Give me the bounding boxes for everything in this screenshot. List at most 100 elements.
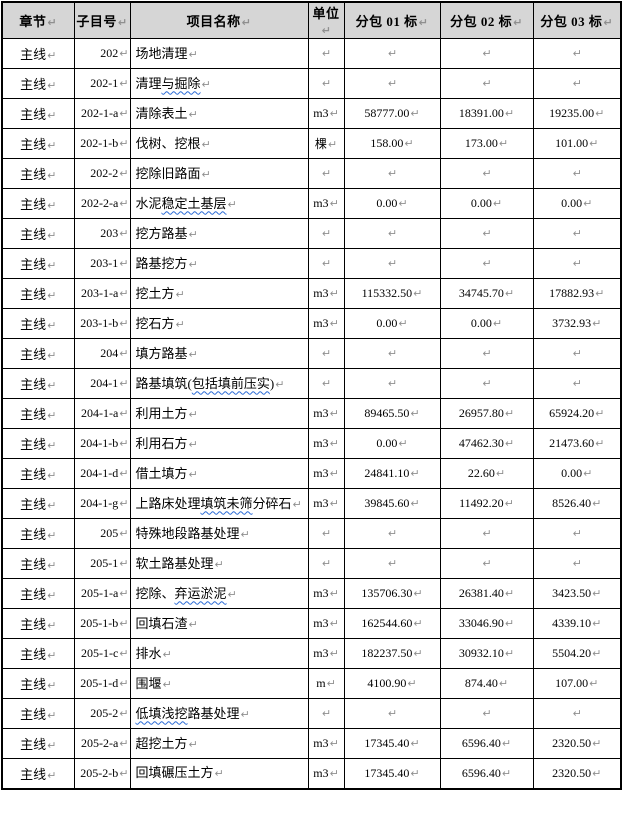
- cell-bid01[interactable]: 39845.60↵: [343, 488, 441, 519]
- cell-name[interactable]: 路基填筑(包括填前压实)↵: [129, 368, 309, 399]
- cell-section[interactable]: 主线↵: [1, 488, 75, 519]
- cell-name[interactable]: 超挖土方↵: [129, 728, 309, 759]
- cell-bid03[interactable]: ↵: [532, 368, 622, 399]
- cell-bid03[interactable]: ↵: [532, 38, 622, 69]
- cell-bid01[interactable]: 24841.10↵: [343, 458, 441, 489]
- cell-bid02[interactable]: 6596.40↵: [439, 728, 534, 759]
- cell-section[interactable]: 主线↵: [1, 338, 75, 369]
- cell-section[interactable]: 主线↵: [1, 728, 75, 759]
- cell-section[interactable]: 主线↵: [1, 68, 75, 99]
- cell-bid01[interactable]: 17345.40↵: [343, 728, 441, 759]
- header-cell-name[interactable]: 项目名称↵: [129, 1, 309, 39]
- header-cell-unit[interactable]: 单位 ↵: [307, 1, 345, 39]
- cell-code[interactable]: 203↵: [73, 218, 131, 249]
- cell-code[interactable]: 203-1↵: [73, 248, 131, 279]
- cell-bid02[interactable]: ↵: [439, 248, 534, 279]
- cell-code[interactable]: 205-1-a↵: [73, 578, 131, 609]
- cell-name[interactable]: 场地清理↵: [129, 38, 309, 69]
- cell-bid01[interactable]: ↵: [343, 548, 441, 579]
- cell-unit[interactable]: ↵: [307, 548, 345, 579]
- cell-bid03[interactable]: 21473.60↵: [532, 428, 622, 459]
- cell-bid01[interactable]: 4100.90↵: [343, 668, 441, 699]
- cell-bid03[interactable]: 0.00↵: [532, 188, 622, 219]
- cell-unit[interactable]: ↵: [307, 248, 345, 279]
- cell-code[interactable]: 202-1-a↵: [73, 98, 131, 129]
- cell-bid01[interactable]: 115332.50↵: [343, 278, 441, 309]
- cell-unit[interactable]: m3↵: [307, 188, 345, 219]
- cell-bid01[interactable]: 135706.30↵: [343, 578, 441, 609]
- cell-bid01[interactable]: 0.00↵: [343, 428, 441, 459]
- cell-name[interactable]: 挖石方↵: [129, 308, 309, 339]
- header-cell-section[interactable]: 章节↵: [1, 1, 75, 39]
- header-cell-bid03[interactable]: 分包 03 标↵: [532, 1, 622, 39]
- cell-bid03[interactable]: 101.00↵: [532, 128, 622, 159]
- cell-section[interactable]: 主线↵: [1, 38, 75, 69]
- cell-bid03[interactable]: 4339.10↵: [532, 608, 622, 639]
- cell-bid02[interactable]: 6596.40↵: [439, 758, 534, 789]
- header-cell-bid02[interactable]: 分包 02 标↵: [439, 1, 534, 39]
- cell-bid03[interactable]: ↵: [532, 218, 622, 249]
- cell-section[interactable]: 主线↵: [1, 248, 75, 279]
- cell-bid01[interactable]: 58777.00↵: [343, 98, 441, 129]
- cell-bid03[interactable]: ↵: [532, 548, 622, 579]
- cell-bid02[interactable]: 26957.80↵: [439, 398, 534, 429]
- cell-name[interactable]: 排水↵: [129, 638, 309, 669]
- cell-bid02[interactable]: 874.40↵: [439, 668, 534, 699]
- cell-bid02[interactable]: 33046.90↵: [439, 608, 534, 639]
- cell-bid02[interactable]: 18391.00↵: [439, 98, 534, 129]
- cell-name[interactable]: 回填石渣↵: [129, 608, 309, 639]
- cell-bid03[interactable]: 0.00↵: [532, 458, 622, 489]
- cell-unit[interactable]: m3↵: [307, 758, 345, 789]
- cell-unit[interactable]: m↵: [307, 668, 345, 699]
- header-cell-code[interactable]: 子目号↵: [73, 1, 131, 39]
- cell-name[interactable]: 清理与掘除↵: [129, 68, 309, 99]
- cell-bid01[interactable]: ↵: [343, 68, 441, 99]
- cell-code[interactable]: 205-1-c↵: [73, 638, 131, 669]
- cell-bid03[interactable]: 3423.50↵: [532, 578, 622, 609]
- cell-code[interactable]: 205-2↵: [73, 698, 131, 729]
- cell-section[interactable]: 主线↵: [1, 458, 75, 489]
- cell-name[interactable]: 填方路基↵: [129, 338, 309, 369]
- cell-section[interactable]: 主线↵: [1, 518, 75, 549]
- cell-bid02[interactable]: ↵: [439, 218, 534, 249]
- cell-bid02[interactable]: ↵: [439, 158, 534, 189]
- cell-bid02[interactable]: ↵: [439, 338, 534, 369]
- cell-bid01[interactable]: 158.00↵: [343, 128, 441, 159]
- cell-bid02[interactable]: 47462.30↵: [439, 428, 534, 459]
- cell-name[interactable]: 水泥稳定土基层↵: [129, 188, 309, 219]
- cell-name[interactable]: 挖方路基↵: [129, 218, 309, 249]
- cell-unit[interactable]: 棵↵: [307, 128, 345, 159]
- cell-code[interactable]: 204-1↵: [73, 368, 131, 399]
- cell-unit[interactable]: ↵: [307, 158, 345, 189]
- cell-unit[interactable]: m3↵: [307, 308, 345, 339]
- cell-unit[interactable]: m3↵: [307, 458, 345, 489]
- cell-code[interactable]: 204-1-a↵: [73, 398, 131, 429]
- cell-name[interactable]: 回填碾压土方↵: [129, 758, 309, 789]
- cell-name[interactable]: 清除表土↵: [129, 98, 309, 129]
- cell-section[interactable]: 主线↵: [1, 158, 75, 189]
- cell-name[interactable]: 借土填方↵: [129, 458, 309, 489]
- cell-bid02[interactable]: 11492.20↵: [439, 488, 534, 519]
- cell-code[interactable]: 204-1-g↵: [73, 488, 131, 519]
- cell-code[interactable]: 205↵: [73, 518, 131, 549]
- cell-bid01[interactable]: ↵: [343, 38, 441, 69]
- cell-bid03[interactable]: ↵: [532, 68, 622, 99]
- cell-unit[interactable]: m3↵: [307, 488, 345, 519]
- cell-bid03[interactable]: ↵: [532, 518, 622, 549]
- cell-bid02[interactable]: 22.60↵: [439, 458, 534, 489]
- cell-bid02[interactable]: 30932.10↵: [439, 638, 534, 669]
- cell-unit[interactable]: ↵: [307, 218, 345, 249]
- cell-bid01[interactable]: ↵: [343, 518, 441, 549]
- cell-section[interactable]: 主线↵: [1, 398, 75, 429]
- cell-bid03[interactable]: ↵: [532, 248, 622, 279]
- cell-unit[interactable]: m3↵: [307, 608, 345, 639]
- cell-code[interactable]: 202-2-a↵: [73, 188, 131, 219]
- cell-bid01[interactable]: 0.00↵: [343, 308, 441, 339]
- cell-bid01[interactable]: ↵: [343, 338, 441, 369]
- cell-section[interactable]: 主线↵: [1, 98, 75, 129]
- cell-bid01[interactable]: 182237.50↵: [343, 638, 441, 669]
- cell-code[interactable]: 204-1-d↵: [73, 458, 131, 489]
- cell-bid02[interactable]: 0.00↵: [439, 188, 534, 219]
- cell-name[interactable]: 特殊地段路基处理↵: [129, 518, 309, 549]
- cell-bid03[interactable]: 2320.50↵: [532, 758, 622, 789]
